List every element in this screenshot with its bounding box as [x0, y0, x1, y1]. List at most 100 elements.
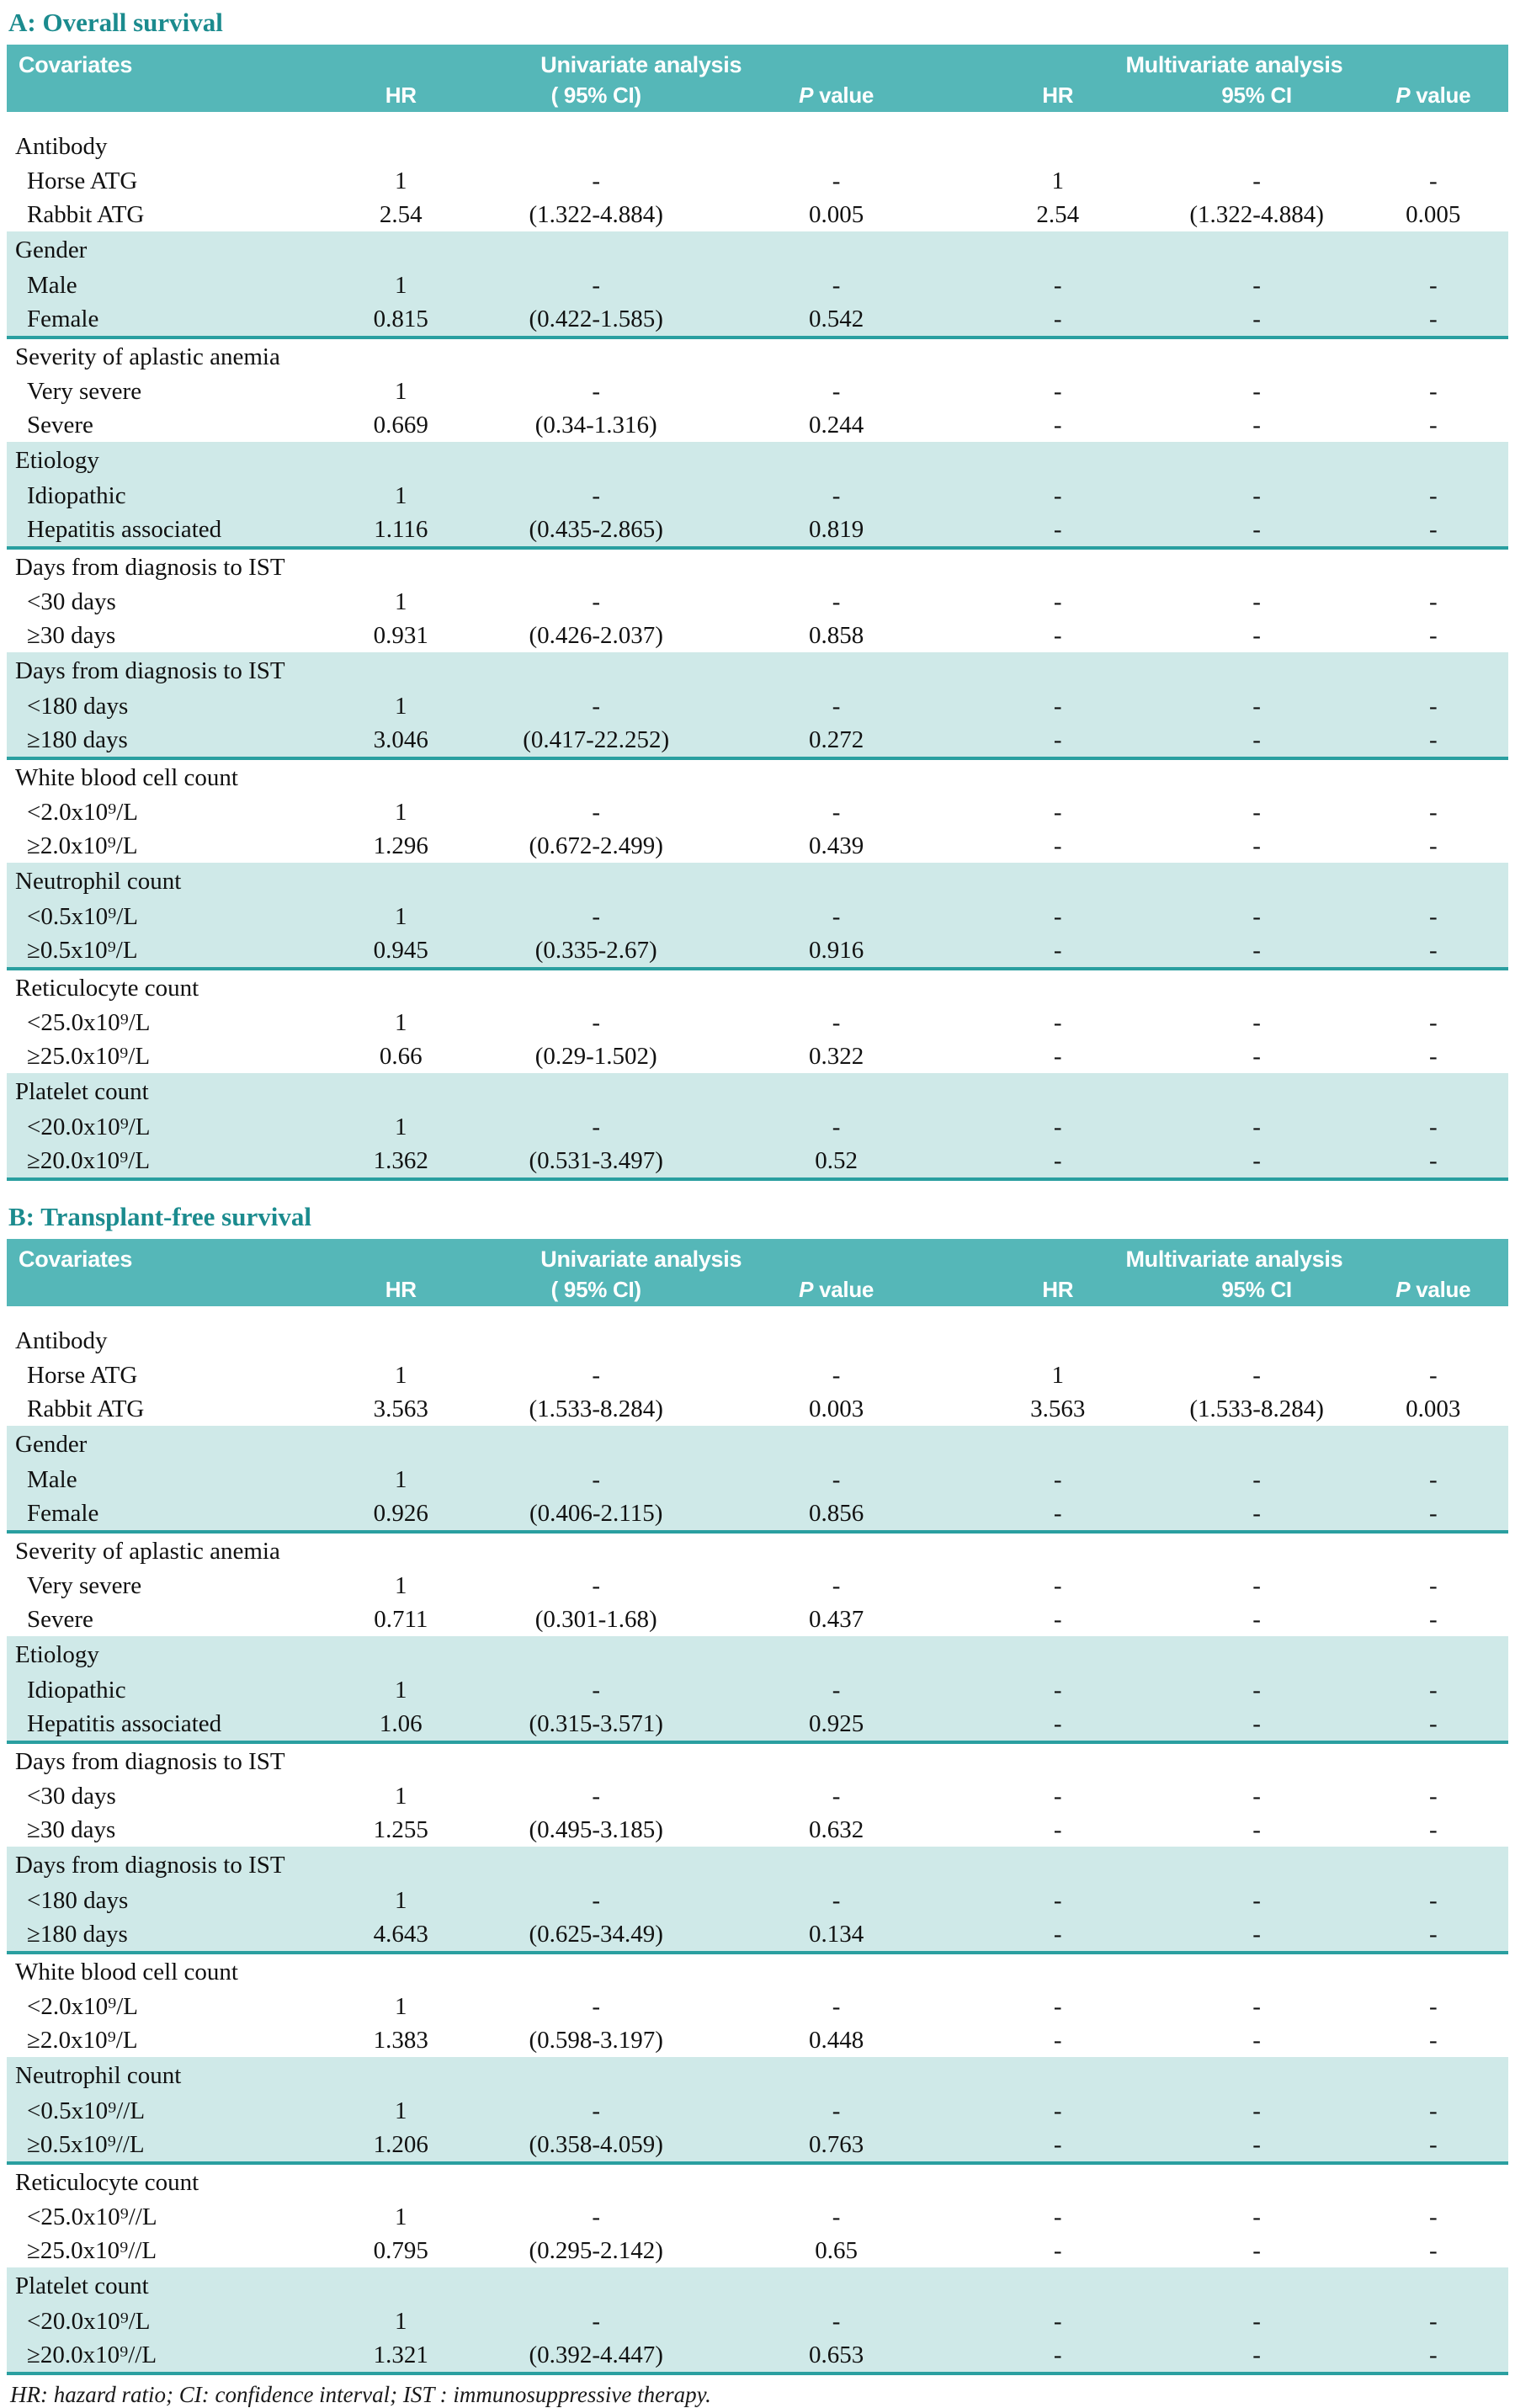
- ci-univariate-value: (0.422-1.585): [479, 302, 713, 339]
- covariate-group-row: Neutrophil count: [7, 2057, 1508, 2094]
- ci-multivariate-value: -: [1155, 2094, 1358, 2128]
- hr-multivariate-value: -: [1053, 2237, 1062, 2264]
- hr-multivariate-value: -: [960, 479, 1156, 513]
- row-label: <25.0x10⁹//L: [27, 2203, 157, 2230]
- ci-univariate-value: -: [479, 689, 713, 723]
- hr-univariate-value: 1: [395, 378, 407, 405]
- covariate-group-row: Days from diagnosis to IST: [7, 652, 1508, 689]
- table-row: <0.5x10⁹/L 1 - - - - -: [7, 900, 1508, 933]
- covariate-group-label: Reticulocyte count: [15, 2169, 199, 2196]
- covariates-header: Covariates: [7, 45, 322, 78]
- hr-univariate-value: 0.795: [373, 2237, 428, 2264]
- ci-multivariate-value: -: [1252, 1009, 1261, 1036]
- ci-multivariate-value: -: [1155, 689, 1358, 723]
- pvalue-univariate-value: 0.003: [809, 1395, 864, 1422]
- ci-univariate-value: -: [479, 1673, 713, 1707]
- ci-univariate-value: (0.495-3.185): [529, 1816, 663, 1843]
- hr-multivariate-value: -: [960, 900, 1156, 933]
- table-row: Rabbit ATG 2.54 (1.322-4.884) 0.005 2.54…: [7, 198, 1508, 231]
- ci-univariate-value: -: [592, 167, 601, 194]
- covariate-group-row: Neutrophil count: [7, 863, 1508, 900]
- hr-multivariate-value: -: [1053, 1043, 1062, 1070]
- table-row: Male 1 - - - - -: [7, 268, 1508, 302]
- ci-univariate-value: (0.426-2.037): [529, 622, 663, 649]
- hr-univariate-value: 2.54: [379, 201, 423, 228]
- hr-univariate-value: 1: [322, 900, 480, 933]
- ci-univariate-value: -: [479, 1884, 713, 1917]
- row-label: ≥20.0x10⁹/L: [7, 1144, 322, 1181]
- ci-univariate-value: (1.322-4.884): [529, 201, 663, 228]
- table-row: Hepatitis associated 1.116 (0.435-2.865)…: [7, 513, 1508, 550]
- hr-multivariate-value: -: [960, 1110, 1156, 1144]
- hr-multivariate-value: -: [960, 1144, 1156, 1181]
- table-row: Very severe 1 - - - - -: [7, 375, 1508, 408]
- table-row: ≥25.0x10⁹//L 0.795 (0.295-2.142) 0.65 - …: [7, 2234, 1508, 2267]
- hr-multivariate-value: -: [960, 933, 1156, 970]
- ci-multivariate-value: -: [1155, 1496, 1358, 1534]
- pvalue-multivariate-value: -: [1358, 1707, 1508, 1744]
- table-row: ≥20.0x10⁹//L 1.321 (0.392-4.447) 0.653 -…: [7, 2338, 1508, 2375]
- ci-univariate-value: -: [592, 1783, 601, 1810]
- pvalue-multivariate-value: -: [1358, 900, 1508, 933]
- table-row: Female 0.815 (0.422-1.585) 0.542 - - -: [7, 302, 1508, 339]
- pvalue-multivariate-value: -: [1428, 2203, 1438, 2230]
- pvalue-multivariate-header: P value: [1358, 1273, 1508, 1306]
- table-row: ≥180 days 4.643 (0.625-34.49) 0.134 - - …: [7, 1917, 1508, 1954]
- pvalue-multivariate-value: -: [1358, 1496, 1508, 1534]
- hr-multivariate-value: -: [1053, 588, 1062, 615]
- ci-univariate-value: -: [479, 2304, 713, 2338]
- ci-univariate-value: -: [479, 479, 713, 513]
- hr-univariate-value: 1: [395, 1572, 407, 1599]
- ci-multivariate-value: -: [1252, 1362, 1261, 1389]
- pvalue-univariate-value: -: [712, 1673, 960, 1707]
- ci-multivariate-value: -: [1155, 933, 1358, 970]
- ci-univariate-value: (0.672-2.499): [529, 832, 663, 859]
- ci-multivariate-value: -: [1155, 268, 1358, 302]
- pvalue-multivariate-value: -: [1358, 1110, 1508, 1144]
- ci-univariate-value: -: [592, 1362, 601, 1389]
- covariate-group-row: Reticulocyte count: [7, 969, 1508, 1006]
- row-label: ≥180 days: [7, 723, 322, 760]
- hr-univariate-value: 1: [395, 2203, 407, 2230]
- hr-univariate-value: 3.046: [322, 723, 480, 760]
- ci-multivariate-value: -: [1155, 1463, 1358, 1496]
- pvalue-univariate-value: -: [832, 378, 841, 405]
- pvalue-univariate-value: 0.542: [712, 302, 960, 339]
- pvalue-multivariate-value: -: [1428, 1362, 1438, 1389]
- analysis-table: Covariates Univariate analysis Multivari…: [7, 45, 1508, 1181]
- hr-multivariate-value: 3.563: [1030, 1395, 1086, 1422]
- multivariate-header: Multivariate analysis: [960, 45, 1508, 78]
- ci-multivariate-value: (1.533-8.284): [1189, 1395, 1324, 1422]
- hr-univariate-value: 0.669: [373, 412, 428, 439]
- row-label: Hepatitis associated: [7, 1707, 322, 1744]
- survival-table-section: B: Transplant-free survival Covariates U…: [7, 1203, 1508, 2375]
- ci-multivariate-value: -: [1155, 900, 1358, 933]
- pvalue-multivariate-value: -: [1358, 2304, 1508, 2338]
- ci-univariate-value: (0.315-3.571): [479, 1707, 713, 1744]
- row-label: ≥180 days: [7, 1917, 322, 1954]
- table-row: ≥2.0x10⁹/L 1.383 (0.598-3.197) 0.448 - -…: [7, 2023, 1508, 2057]
- row-label: <2.0x10⁹/L: [27, 1993, 138, 2020]
- pvalue-univariate-value: 0.763: [712, 2128, 960, 2165]
- table-row: Idiopathic 1 - - - - -: [7, 479, 1508, 513]
- table-row: Very severe 1 - - - - -: [7, 1569, 1508, 1603]
- hr-univariate-value: 1: [322, 1110, 480, 1144]
- pvalue-multivariate-header: P value: [1358, 78, 1508, 112]
- table-row: ≥25.0x10⁹/L 0.66 (0.29-1.502) 0.322 - - …: [7, 1039, 1508, 1073]
- table-row: <0.5x10⁹//L 1 - - - - -: [7, 2094, 1508, 2128]
- covariate-group-row: Etiology: [7, 1636, 1508, 1673]
- pvalue-univariate-value: -: [832, 588, 841, 615]
- table-row: <180 days 1 - - - - -: [7, 1884, 1508, 1917]
- table-row: ≥180 days 3.046 (0.417-22.252) 0.272 - -…: [7, 723, 1508, 760]
- pvalue-univariate-value: 0.925: [712, 1707, 960, 1744]
- pvalue-multivariate-value: -: [1358, 2128, 1508, 2165]
- ci-univariate-header: ( 95% CI): [479, 1273, 713, 1306]
- hr-univariate-value: 1: [322, 1884, 480, 1917]
- hr-multivariate-value: 1: [1051, 167, 1065, 194]
- ci-multivariate-value: -: [1155, 723, 1358, 760]
- pvalue-univariate-value: 0.437: [809, 1606, 864, 1633]
- ci-univariate-value: -: [479, 268, 713, 302]
- covariates-header: Covariates: [7, 1239, 322, 1273]
- hr-multivariate-value: -: [1053, 1783, 1062, 1810]
- covariate-group-label: Days from diagnosis to IST: [7, 652, 1508, 689]
